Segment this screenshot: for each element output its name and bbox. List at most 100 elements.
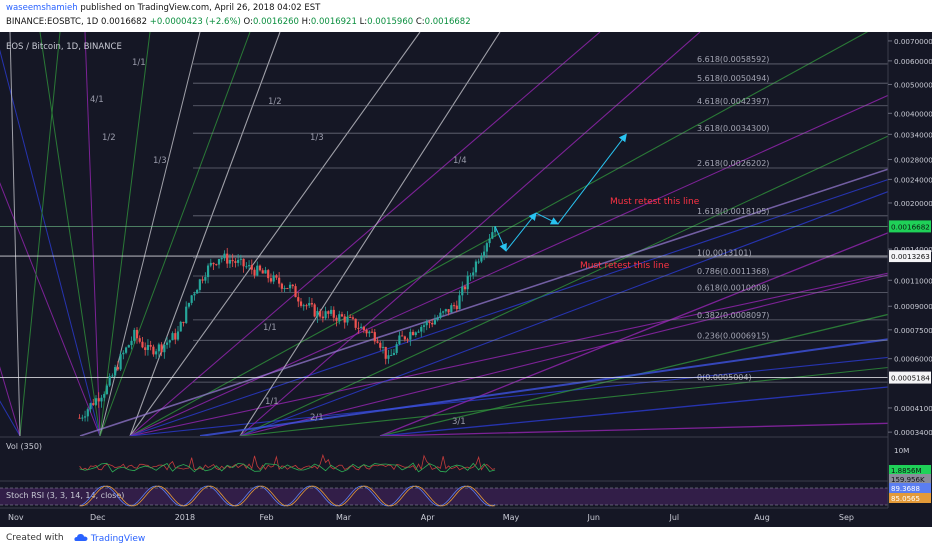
gann-fan-layer: 1/1 1/2 1/3 1/4 1/1 1/1 2/1 3/1 4/1 1/2 1/3 [0,32,888,436]
stoch-badge-text: 89.3688 [891,485,920,493]
candle-body [332,309,335,318]
price-badge [889,371,931,384]
high-label: H: [301,17,311,27]
candle-body [455,305,458,310]
fib-level-label: 0.236(0.0006915) [697,331,769,340]
candle-body [420,326,423,332]
candle-body [78,417,81,419]
candle-body [204,277,207,281]
author-link[interactable]: waseemshamieh [6,3,78,13]
chart-area[interactable]: 1/1 1/2 1/3 1/4 1/1 1/1 2/1 3/1 4/1 1/2 1/3 0(0.00… [0,32,932,527]
time-axis-tick: Feb [259,513,273,522]
candle-body [291,284,294,287]
candle-body [387,355,390,359]
price-axis-tick: 0.0070000 [894,37,932,46]
candle-body [133,329,136,341]
candle-body [155,351,158,355]
candle-body [165,342,169,345]
candle-body [168,340,171,343]
candle-body [299,301,303,306]
candle-body [163,344,166,353]
gann-fan-line [79,168,888,436]
time-axis-tick: Aug [754,513,770,522]
candle-body [264,270,267,274]
candle-body [414,332,417,336]
candle-body [381,346,385,348]
gann-fan-line [0,366,21,436]
candle-body [160,344,163,353]
candle-body [171,333,174,341]
candle-body [89,403,92,410]
candle-body [401,335,404,337]
volume-badge-text: 159.956K [891,476,925,484]
cloud-icon [74,534,88,541]
candle-body [392,352,396,355]
candle-body [234,261,237,263]
candlestick-layer [78,226,497,422]
price-axis-tick: 0.0024000 [894,175,932,184]
candle-body [390,354,393,356]
close-value: 0.0016682 [424,17,471,27]
candle-body [269,278,273,282]
candle-body [319,311,322,317]
time-axis-tick: Jul [668,513,679,522]
gann-fan-line [239,366,888,436]
annotation-layer: Must retest this line Must retest this li… [494,133,700,271]
candle-body [316,311,319,317]
candle-body [395,344,398,353]
candle-body [239,258,242,260]
candle-body [198,279,201,290]
gann-fan-line [379,422,888,436]
candle-body [365,330,368,334]
gann-fan-label: 1/2 [102,133,116,143]
stoch-d-line [79,485,496,507]
candle-body [485,243,488,252]
fib-level-label: 3.618(0.0034300) [697,124,769,133]
candle-body [94,398,98,405]
candle-body [439,312,442,318]
volume-badge [889,474,931,484]
price-axis-tick: 0.0009000 [894,302,932,311]
candle-body [122,352,125,355]
annotation-text: Must retest this line [610,197,700,207]
publish-info: published on TradingView.com, April 26, … [80,3,321,13]
candle-body [447,309,450,313]
candle-body [288,284,292,289]
fib-level-label: 0.786(0.0011368) [697,267,769,276]
candle-body [215,264,218,266]
candle-body [294,286,297,298]
gann-fan-label: 1/2 [268,97,282,107]
candle-body [97,398,100,402]
time-axis-tick: Mar [336,513,352,522]
volume-line [79,462,496,473]
gann-fan-line [129,32,281,436]
candle-body [444,309,447,312]
candle-body [417,331,420,333]
close-label: C: [415,17,425,27]
candle-body [237,259,240,263]
candle-body [193,293,196,296]
price-badge-text: 0.0016682 [891,222,930,231]
stoch-badge [889,483,931,493]
publish-line: waseemshamieh published on TradingView.c… [6,3,320,13]
tradingview-logo-link[interactable]: TradingView [74,533,145,544]
candle-body [321,316,324,319]
candle-body [425,321,428,326]
candle-body [250,265,253,270]
gann-fan-label: 1/1 [265,397,279,407]
candle-body [354,318,357,328]
candle-body [472,272,475,276]
gann-fan-line [239,274,888,436]
volume-line [79,453,496,471]
price-axis-tick: 0.0050000 [894,80,932,89]
candle-body [461,286,464,296]
price-axis-tick: 0.0060000 [894,57,932,66]
candle-body [111,375,114,377]
gann-fan-label: 3/1 [452,417,466,427]
time-axis-tick: Dec [90,513,105,522]
price-axis-tick: 0.0007500 [894,326,932,335]
candle-body [92,403,95,405]
candle-body [187,302,191,307]
candle-body [477,261,480,263]
chart-canvas[interactable]: 1/1 1/2 1/3 1/4 1/1 1/1 2/1 3/1 4/1 1/2 1/3 0(0.00… [0,32,932,527]
